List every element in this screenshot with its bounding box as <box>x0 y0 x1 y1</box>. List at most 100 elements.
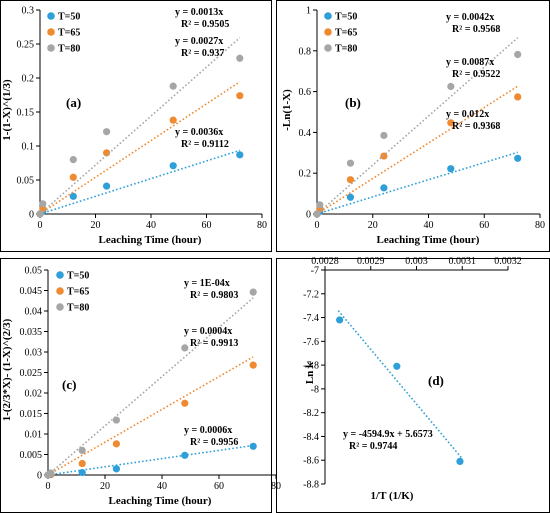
panel-label: (c) <box>62 377 76 392</box>
legend-label: T=80 <box>67 303 89 314</box>
y-tick-label: 0 <box>306 210 311 221</box>
fit-r2: R² = 0.9913 <box>190 338 238 349</box>
fit-r2: R² = 0.9568 <box>452 24 500 35</box>
y-tick-label: 0 <box>37 471 42 482</box>
data-point <box>456 457 464 466</box>
data-point <box>514 93 522 101</box>
data-point <box>316 201 324 209</box>
trendline <box>47 297 254 476</box>
fit-r2: R² = 0.9522 <box>452 69 500 80</box>
y-axis-label: 1-(2/3*X)- (1-X)^(2/3) <box>1 318 13 421</box>
data-point <box>169 116 177 124</box>
x-tick-label: 80 <box>257 220 267 231</box>
data-point <box>514 154 522 162</box>
x-tick-label: 0 <box>315 220 320 231</box>
data-point <box>336 316 344 324</box>
data-point <box>181 451 189 459</box>
data-point <box>39 200 47 208</box>
x-tick-label: 0 <box>38 220 43 231</box>
fit-equation: y = 1E-04x <box>184 278 230 289</box>
trendline <box>337 310 462 459</box>
y-axis-label: 1-(1-X)^(1/3) <box>1 79 13 141</box>
series-t50 <box>336 310 464 466</box>
y-tick-label: 0.03 <box>25 348 43 359</box>
legend: T=50 T=65 T=80 <box>56 271 89 314</box>
trendline <box>316 85 519 215</box>
legend-marker <box>47 12 55 20</box>
x-tick-label: 40 <box>146 220 156 231</box>
legend-marker <box>56 271 64 279</box>
fit-equation: y = 0.012x <box>446 109 489 120</box>
legend-label: T=65 <box>67 287 89 298</box>
fit-equation: y = -4594.9x + 5.6573 <box>343 429 433 440</box>
series-t50 <box>44 442 257 479</box>
data-point <box>447 165 455 173</box>
data-point <box>103 182 111 190</box>
y-tick-label: -7.8 <box>303 361 319 372</box>
data-point <box>181 344 189 352</box>
x-tick-label: 40 <box>424 220 434 231</box>
y-tick-label: -8 <box>311 384 319 395</box>
legend-marker <box>56 303 64 311</box>
x-tick-label: 20 <box>91 220 101 231</box>
x-tick-label: 0 <box>46 481 51 492</box>
data-point <box>69 173 77 181</box>
data-point <box>236 54 244 62</box>
fit-equation: y = 0.0036x <box>175 127 223 138</box>
y-axis-label: -Ln(1-X) <box>281 89 293 131</box>
x-tick-label: 60 <box>202 220 212 231</box>
panel-a: 0 0.05 0.1 0.15 0.2 0.25 0.3 0 20 40 60 80 Leaching … <box>0 0 272 252</box>
panel-c: 0 0.005 0.01 0.015 0.02 0.025 0.03 0.035 0.04 0.0… <box>0 258 281 513</box>
y-tick-label: -8.4 <box>303 432 319 443</box>
y-tick-label: 0.1 <box>22 142 35 153</box>
x-tick-label: 80 <box>535 220 545 231</box>
fit-equation: y = 0.0006x <box>184 425 232 436</box>
data-point <box>236 151 244 159</box>
data-point <box>249 288 257 296</box>
fit-equation: y = 0.0087x <box>446 57 494 68</box>
data-point <box>236 92 244 100</box>
data-point <box>447 119 455 127</box>
x-tick-label: 0.0029 <box>357 256 385 267</box>
fit-r2: R² = 0.9803 <box>190 290 238 301</box>
legend-label: T=80 <box>335 44 357 55</box>
series-t80 <box>36 37 244 218</box>
data-point <box>112 440 120 448</box>
y-tick-label: 0.3 <box>22 6 35 17</box>
y-tick-label: 0.05 <box>25 266 43 277</box>
x-axis-label: Leaching Time (hour) <box>377 234 480 246</box>
data-point <box>78 446 86 454</box>
fit-r2: R² = 0.9505 <box>181 19 229 30</box>
y-tick-label: -8.2 <box>303 408 319 419</box>
panel-label: (b) <box>345 95 361 110</box>
legend-marker <box>47 28 55 36</box>
data-point <box>346 176 355 184</box>
x-tick-label: 0.0032 <box>494 256 522 267</box>
y-tick-label: -7.4 <box>303 313 319 324</box>
y-tick-label: -7.2 <box>303 289 319 300</box>
y-axis-label: Ln k <box>304 361 316 384</box>
data-point <box>249 442 257 450</box>
panel-label: (a) <box>66 95 81 110</box>
y-tick-label: 0.15 <box>17 108 35 119</box>
data-point <box>313 210 321 218</box>
x-tick-label: 0.003 <box>405 256 428 267</box>
data-point <box>181 399 189 407</box>
y-tick-label: 0.6 <box>299 87 312 98</box>
x-tick-label: 20 <box>100 481 110 492</box>
data-point <box>69 156 77 164</box>
panel-border <box>0 0 272 252</box>
y-tick-label: -8.6 <box>303 456 319 467</box>
data-point <box>346 159 355 167</box>
y-tick-label: 0.2 <box>299 169 312 180</box>
y-tick-label: 1 <box>306 6 311 17</box>
x-axis-label: 1/T (1/K) <box>371 490 414 502</box>
trendline <box>316 37 519 215</box>
data-point <box>112 465 120 473</box>
y-tick-label: 0.035 <box>20 327 43 338</box>
x-axis-label: Leaching Time (hour) <box>99 234 202 246</box>
data-point <box>78 468 86 477</box>
x-tick-label: 60 <box>214 481 224 492</box>
x-tick-label: 60 <box>479 220 489 231</box>
